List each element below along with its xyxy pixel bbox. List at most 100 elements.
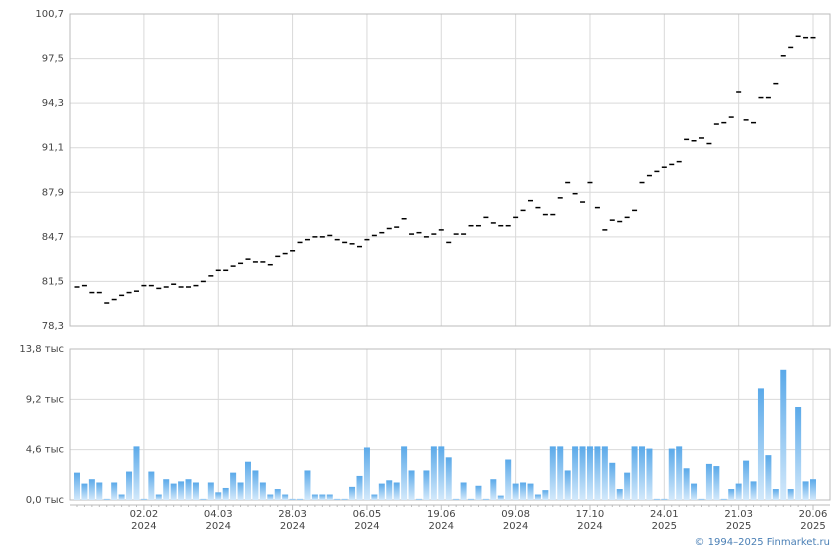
- volume-bar: [311, 494, 318, 500]
- volume-bar: [728, 489, 735, 500]
- y-tick-label: 13,8 тыс: [19, 344, 64, 355]
- volume-bar: [631, 446, 638, 500]
- price-marker: [654, 170, 660, 173]
- price-marker: [386, 227, 392, 230]
- volume-bar: [453, 498, 460, 500]
- footer[interactable]: © 1994–2025 Finmarket.ru: [694, 537, 830, 548]
- price-marker: [550, 213, 556, 216]
- price-marker: [468, 224, 474, 227]
- volume-bar: [378, 483, 385, 500]
- price-marker: [609, 219, 615, 221]
- price-marker: [252, 261, 258, 263]
- volume-bar: [802, 481, 809, 500]
- price-marker: [743, 119, 749, 121]
- price-marker: [260, 261, 266, 263]
- volume-bar: [81, 483, 88, 500]
- volume-bar: [170, 483, 177, 500]
- price-marker: [327, 234, 333, 237]
- volume-bar: [594, 446, 601, 500]
- volume-bar: [698, 498, 705, 500]
- price-marker: [431, 233, 437, 235]
- volume-bar: [653, 498, 660, 500]
- price-marker: [349, 243, 355, 245]
- volume-bar: [765, 455, 772, 500]
- x-tick-label: 09.08: [501, 509, 530, 520]
- volume-bar: [356, 475, 363, 500]
- price-marker: [334, 238, 340, 241]
- x-tick-label: 17.10: [576, 509, 605, 520]
- y-tick-label: 84,7: [42, 232, 64, 243]
- price-marker: [119, 294, 125, 297]
- volume-bar: [520, 482, 527, 500]
- volume-bar: [713, 466, 720, 500]
- volume-bar: [326, 494, 333, 500]
- volume-bar: [215, 492, 222, 500]
- volume-bar: [579, 446, 586, 500]
- volume-bar: [534, 494, 541, 500]
- price-marker: [594, 206, 600, 209]
- volume-bar: [572, 446, 579, 500]
- y-tick-label: 94,3: [42, 98, 64, 109]
- price-marker: [267, 263, 273, 266]
- y-tick-label: 100,7: [35, 9, 64, 20]
- price-marker: [617, 220, 623, 223]
- volume-bar: [297, 498, 304, 500]
- volume-bar: [259, 482, 266, 500]
- volume-bar: [691, 483, 698, 500]
- price-marker: [178, 286, 184, 288]
- price-marker: [535, 206, 541, 209]
- volume-bar: [743, 460, 750, 500]
- volume-bar: [118, 494, 125, 500]
- price-marker: [215, 269, 221, 272]
- x-tick-label: 06.05: [353, 509, 382, 520]
- price-marker: [475, 224, 481, 227]
- volume-bar: [795, 406, 802, 500]
- x-tick-year: 2024: [206, 521, 231, 532]
- volume-bar: [289, 498, 296, 500]
- y-tick-label: 78,3: [42, 321, 64, 332]
- x-tick-label: 19.06: [427, 509, 456, 520]
- price-marker: [765, 96, 771, 99]
- volume-bar: [386, 480, 393, 500]
- price-marker: [394, 226, 400, 228]
- price-marker: [245, 258, 251, 260]
- volume-bar: [304, 470, 311, 500]
- price-marker: [401, 218, 407, 220]
- price-marker: [453, 233, 459, 235]
- price-marker: [96, 291, 102, 294]
- price-marker: [646, 174, 652, 177]
- price-marker: [527, 199, 533, 202]
- volume-bar: [527, 483, 534, 500]
- y-tick-label: 81,5: [42, 276, 64, 287]
- price-marker: [691, 140, 697, 142]
- volume-bar: [475, 485, 482, 500]
- volume-bar: [230, 472, 237, 500]
- volume-bar: [163, 479, 170, 500]
- volume-bar: [267, 494, 274, 500]
- y-tick-label: 4,6 тыс: [26, 445, 64, 456]
- volume-bar: [423, 470, 430, 500]
- price-marker: [803, 36, 809, 39]
- volume-bar: [371, 494, 378, 500]
- price-marker: [282, 252, 288, 255]
- volume-bar: [497, 495, 504, 500]
- price-marker: [104, 302, 110, 304]
- price-marker: [304, 238, 310, 241]
- x-tick-label: 02.02: [130, 509, 159, 520]
- price-marker: [156, 287, 162, 290]
- price-marker: [342, 241, 348, 244]
- price-marker: [230, 265, 236, 267]
- volume-bar: [505, 459, 512, 500]
- price-marker: [416, 231, 422, 234]
- volume-bar: [274, 489, 281, 500]
- volume-bar: [705, 463, 712, 500]
- price-marker: [81, 284, 87, 287]
- volume-bar: [96, 482, 103, 500]
- volume-bar: [155, 494, 162, 500]
- price-marker: [795, 35, 801, 38]
- price-marker: [810, 36, 816, 39]
- price-marker: [706, 142, 712, 145]
- price-marker: [684, 138, 690, 141]
- price-marker: [193, 284, 199, 287]
- price-marker: [461, 233, 467, 235]
